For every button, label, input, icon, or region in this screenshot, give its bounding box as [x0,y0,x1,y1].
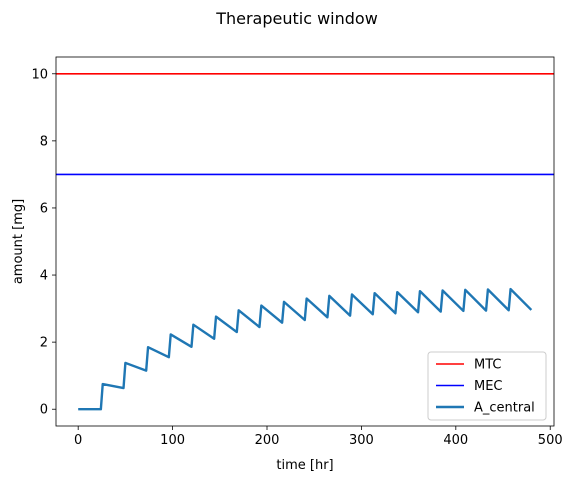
x-tick-label: 0 [74,433,82,448]
legend-label: MEC [474,379,503,394]
x-axis: 0 100 200 300 400 500 [74,426,563,448]
legend-box [427,351,547,421]
x-tick-label: 200 [255,433,280,448]
plot-area [55,56,555,427]
x-tick-label: 100 [160,433,185,448]
x-tick-label: 300 [349,433,374,448]
y-tick-label: 6 [40,201,48,216]
series-lines [78,287,533,411]
legend-label: A_central [474,401,535,416]
chart-title: Therapeutic window [215,9,378,28]
y-tick-label: 8 [40,134,48,149]
x-tick-label: 400 [443,433,468,448]
reference-lines [56,72,554,176]
y-axis-label: amount [mg] [11,199,26,284]
y-tick-label: 2 [40,336,48,351]
legend: MTC MEC A_central [427,351,547,421]
y-tick-label: 4 [40,269,48,284]
y-axis: 0 2 4 6 8 10 [31,67,56,418]
y-tick-label: 0 [40,403,48,418]
legend-label: MTC [474,358,501,373]
x-axis-label: time [hr] [276,458,333,473]
x-tick-label: 500 [538,433,563,448]
y-tick-label: 10 [31,67,48,82]
series-line-a-central [78,287,533,411]
plot-border [55,56,555,427]
